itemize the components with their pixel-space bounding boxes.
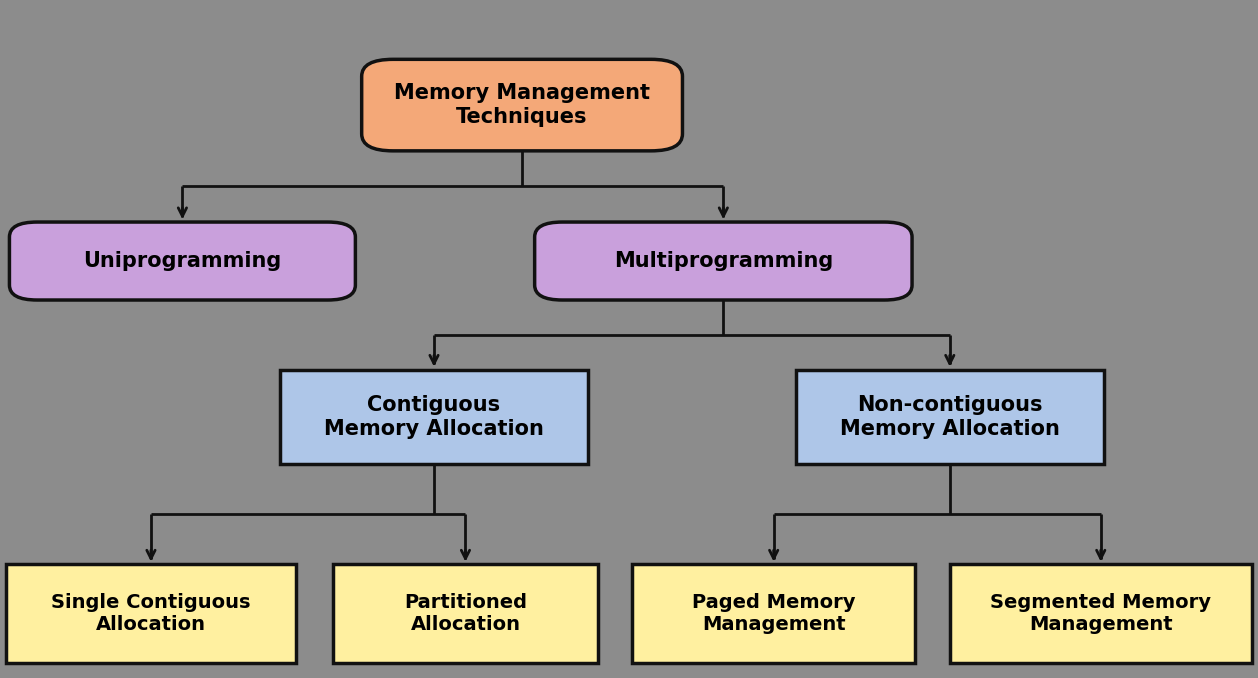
- FancyBboxPatch shape: [362, 60, 683, 151]
- Text: Memory Management
Techniques: Memory Management Techniques: [394, 83, 650, 127]
- Text: Paged Memory
Management: Paged Memory Management: [692, 593, 855, 634]
- FancyBboxPatch shape: [950, 564, 1252, 663]
- Text: Segmented Memory
Management: Segmented Memory Management: [990, 593, 1211, 634]
- Text: Contiguous
Memory Allocation: Contiguous Memory Allocation: [325, 395, 543, 439]
- Text: Uniprogramming: Uniprogramming: [83, 251, 282, 271]
- Text: Multiprogramming: Multiprogramming: [614, 251, 833, 271]
- Text: Non-contiguous
Memory Allocation: Non-contiguous Memory Allocation: [840, 395, 1059, 439]
- FancyBboxPatch shape: [279, 370, 589, 464]
- FancyBboxPatch shape: [333, 564, 598, 663]
- FancyBboxPatch shape: [633, 564, 916, 663]
- FancyBboxPatch shape: [796, 370, 1105, 464]
- FancyBboxPatch shape: [535, 222, 912, 300]
- Text: Single Contiguous
Allocation: Single Contiguous Allocation: [52, 593, 250, 634]
- Text: Partitioned
Allocation: Partitioned Allocation: [404, 593, 527, 634]
- FancyBboxPatch shape: [9, 222, 356, 300]
- FancyBboxPatch shape: [6, 564, 296, 663]
